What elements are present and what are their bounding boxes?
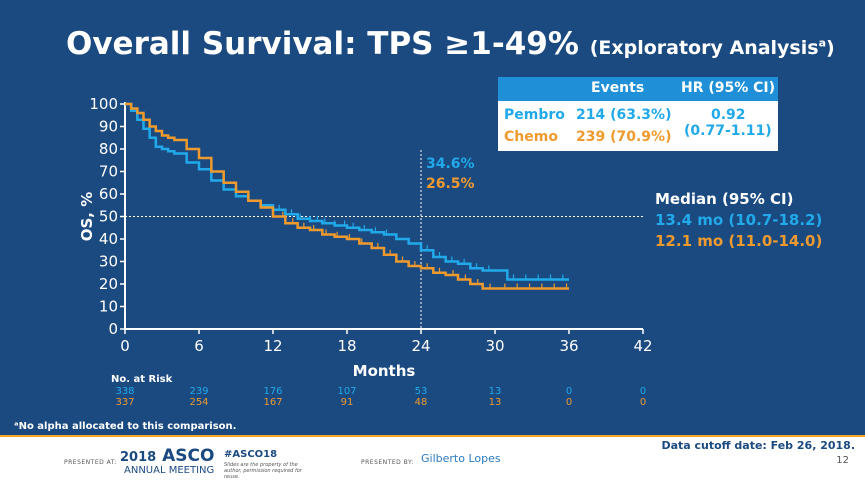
y-tick-label: 80 — [99, 140, 118, 158]
page-number: 12 — [836, 455, 849, 466]
asco-name: ASCO — [162, 446, 215, 466]
km-chart: 0 10 20 30 40 50 60 70 80 90 100 0 6 12 18 24 30 36 42 Mon… — [78, 95, 653, 408]
hashtag: #ASCO18 — [224, 449, 278, 460]
y-tick-label: 40 — [99, 230, 118, 248]
risk-pembro-value: 239 — [189, 386, 208, 397]
risk-table-header: No. at Risk — [111, 374, 173, 385]
hr-ci: (0.77-1.11) — [684, 123, 772, 139]
presented-by-label: PRESENTED BY: — [361, 459, 414, 466]
hr-chemo-events: 239 (70.9%) — [576, 129, 672, 145]
slides-note: Slides are the property of the author, p… — [224, 462, 302, 480]
risk-chemo-value: 91 — [341, 397, 354, 408]
y-tick-label: 50 — [99, 208, 118, 226]
x-tick-label: 6 — [194, 337, 204, 355]
risk-chemo-value: 167 — [263, 397, 282, 408]
median-pembro: 13.4 mo (10.7-18.2) — [655, 211, 823, 229]
x-tick-label: 42 — [633, 337, 652, 355]
asco-logo: 2018 ASCO ANNUAL MEETING — [120, 446, 215, 476]
x-axis-label: Months — [353, 362, 416, 380]
hr-header-hr: HR (95% CI) — [681, 80, 776, 96]
title-sub-text: (Exploratory Analysis — [589, 37, 819, 59]
y-tick-label: 30 — [99, 253, 118, 271]
risk-chemo-value: 13 — [489, 397, 502, 408]
risk-pembro-value: 0 — [640, 386, 646, 397]
y-tick-label: 100 — [89, 95, 118, 113]
title-subtitle: (Exploratory Analysisa) — [590, 37, 835, 59]
presenter-name: Gilberto Lopes — [421, 452, 501, 465]
title-sup: a — [818, 36, 827, 50]
title-close: ) — [826, 37, 835, 59]
risk-pembro-value: 107 — [337, 386, 356, 397]
hr-chemo-label: Chemo — [504, 129, 558, 145]
hr-header-events: Events — [591, 80, 645, 96]
asco-annual-meeting: ANNUAL MEETING — [124, 465, 215, 476]
y-tick-label: 60 — [99, 185, 118, 203]
hr-value: 0.92 — [711, 107, 746, 123]
y-tick-label: 70 — [99, 163, 118, 181]
y-tick-label: 90 — [99, 118, 118, 136]
risk-chemo-value: 0 — [640, 397, 646, 408]
landmark-chemo-label: 26.5% — [426, 176, 475, 192]
risk-chemo-value: 48 — [415, 397, 428, 408]
hr-pembro-label: Pembro — [504, 107, 565, 123]
y-tick-label: 10 — [99, 298, 118, 316]
y-tick-label: 20 — [99, 275, 118, 293]
x-tick-label: 18 — [337, 337, 356, 355]
risk-pembro-value: 13 — [489, 386, 502, 397]
risk-pembro-value: 176 — [263, 386, 282, 397]
risk-pembro-value: 53 — [415, 386, 428, 397]
slide-title: Overall Survival: TPS ≥1-49% (Explorator… — [66, 26, 835, 62]
y-axis-label: OS, % — [78, 192, 96, 242]
data-cutoff-date: Data cutoff date: Feb 26, 2018. — [661, 439, 855, 452]
title-main: Overall Survival: TPS ≥1-49% — [66, 26, 579, 62]
x-tick-label: 12 — [263, 337, 282, 355]
x-tick-label: 30 — [485, 337, 504, 355]
median-chemo: 12.1 mo (11.0-14.0) — [655, 232, 823, 250]
risk-chemo-value: 337 — [115, 397, 134, 408]
presented-at-label: PRESENTED AT: — [64, 459, 117, 466]
risk-pembro-value: 0 — [566, 386, 572, 397]
risk-chemo-value: 254 — [189, 397, 208, 408]
x-tick-label: 24 — [411, 337, 430, 355]
risk-chemo-value: 0 — [566, 397, 572, 408]
hr-pembro-events: 214 (63.3%) — [576, 107, 672, 123]
footnote: ᵃNo alpha allocated to this comparison. — [14, 421, 237, 432]
median-header: Median (95% CI) — [655, 190, 794, 208]
median-os-legend: Median (95% CI) 13.4 mo (10.7-18.2) 12.1… — [655, 190, 822, 253]
footer-bar: PRESENTED AT: 2018 ASCO ANNUAL MEETING #… — [0, 435, 865, 486]
hr-table-header: Events HR (95% CI) — [498, 77, 778, 101]
landmark-pembro-label: 34.6% — [426, 156, 475, 172]
hazard-ratio-table: Events HR (95% CI) Pembro 214 (63.3%) Ch… — [498, 77, 778, 151]
asco-year: 2018 — [120, 450, 157, 465]
x-tick-label: 36 — [559, 337, 578, 355]
y-tick-label: 0 — [108, 320, 118, 338]
risk-pembro-value: 338 — [115, 386, 134, 397]
x-tick-label: 0 — [120, 337, 130, 355]
